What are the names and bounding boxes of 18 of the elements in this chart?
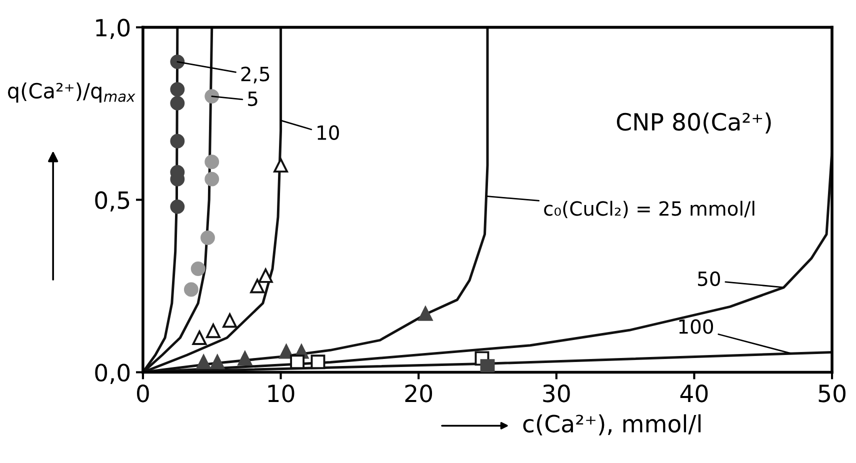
annotation: CNP 80(Ca²⁺) bbox=[616, 112, 771, 134]
annotation: 50 bbox=[698, 271, 720, 286]
annotation: 5 bbox=[248, 92, 258, 106]
annotation: 10 bbox=[318, 125, 339, 140]
annotation: 2,5 bbox=[241, 66, 270, 84]
y-axis-title: q(Ca²⁺)/q$_{max}$ bbox=[8, 82, 136, 103]
x-tick-label: 10 bbox=[268, 384, 294, 402]
y-tick-label: 0,5 bbox=[95, 191, 130, 212]
x-tick-label: 30 bbox=[543, 384, 570, 402]
annotation: 100 bbox=[679, 319, 714, 334]
x-tick-label: 50 bbox=[818, 384, 846, 402]
x-tick-label: 0 bbox=[137, 384, 149, 402]
x-axis-title: c(Ca²⁺), mmol/l bbox=[523, 414, 701, 436]
x-tick-label: 20 bbox=[405, 384, 432, 402]
y-tick-label: 0,0 bbox=[95, 364, 130, 384]
y-tick-label: 1,0 bbox=[96, 18, 130, 40]
annotation: c₀(CuCl₂) = 25 mmol/l bbox=[544, 200, 754, 218]
x-tick-label: 40 bbox=[680, 384, 708, 402]
